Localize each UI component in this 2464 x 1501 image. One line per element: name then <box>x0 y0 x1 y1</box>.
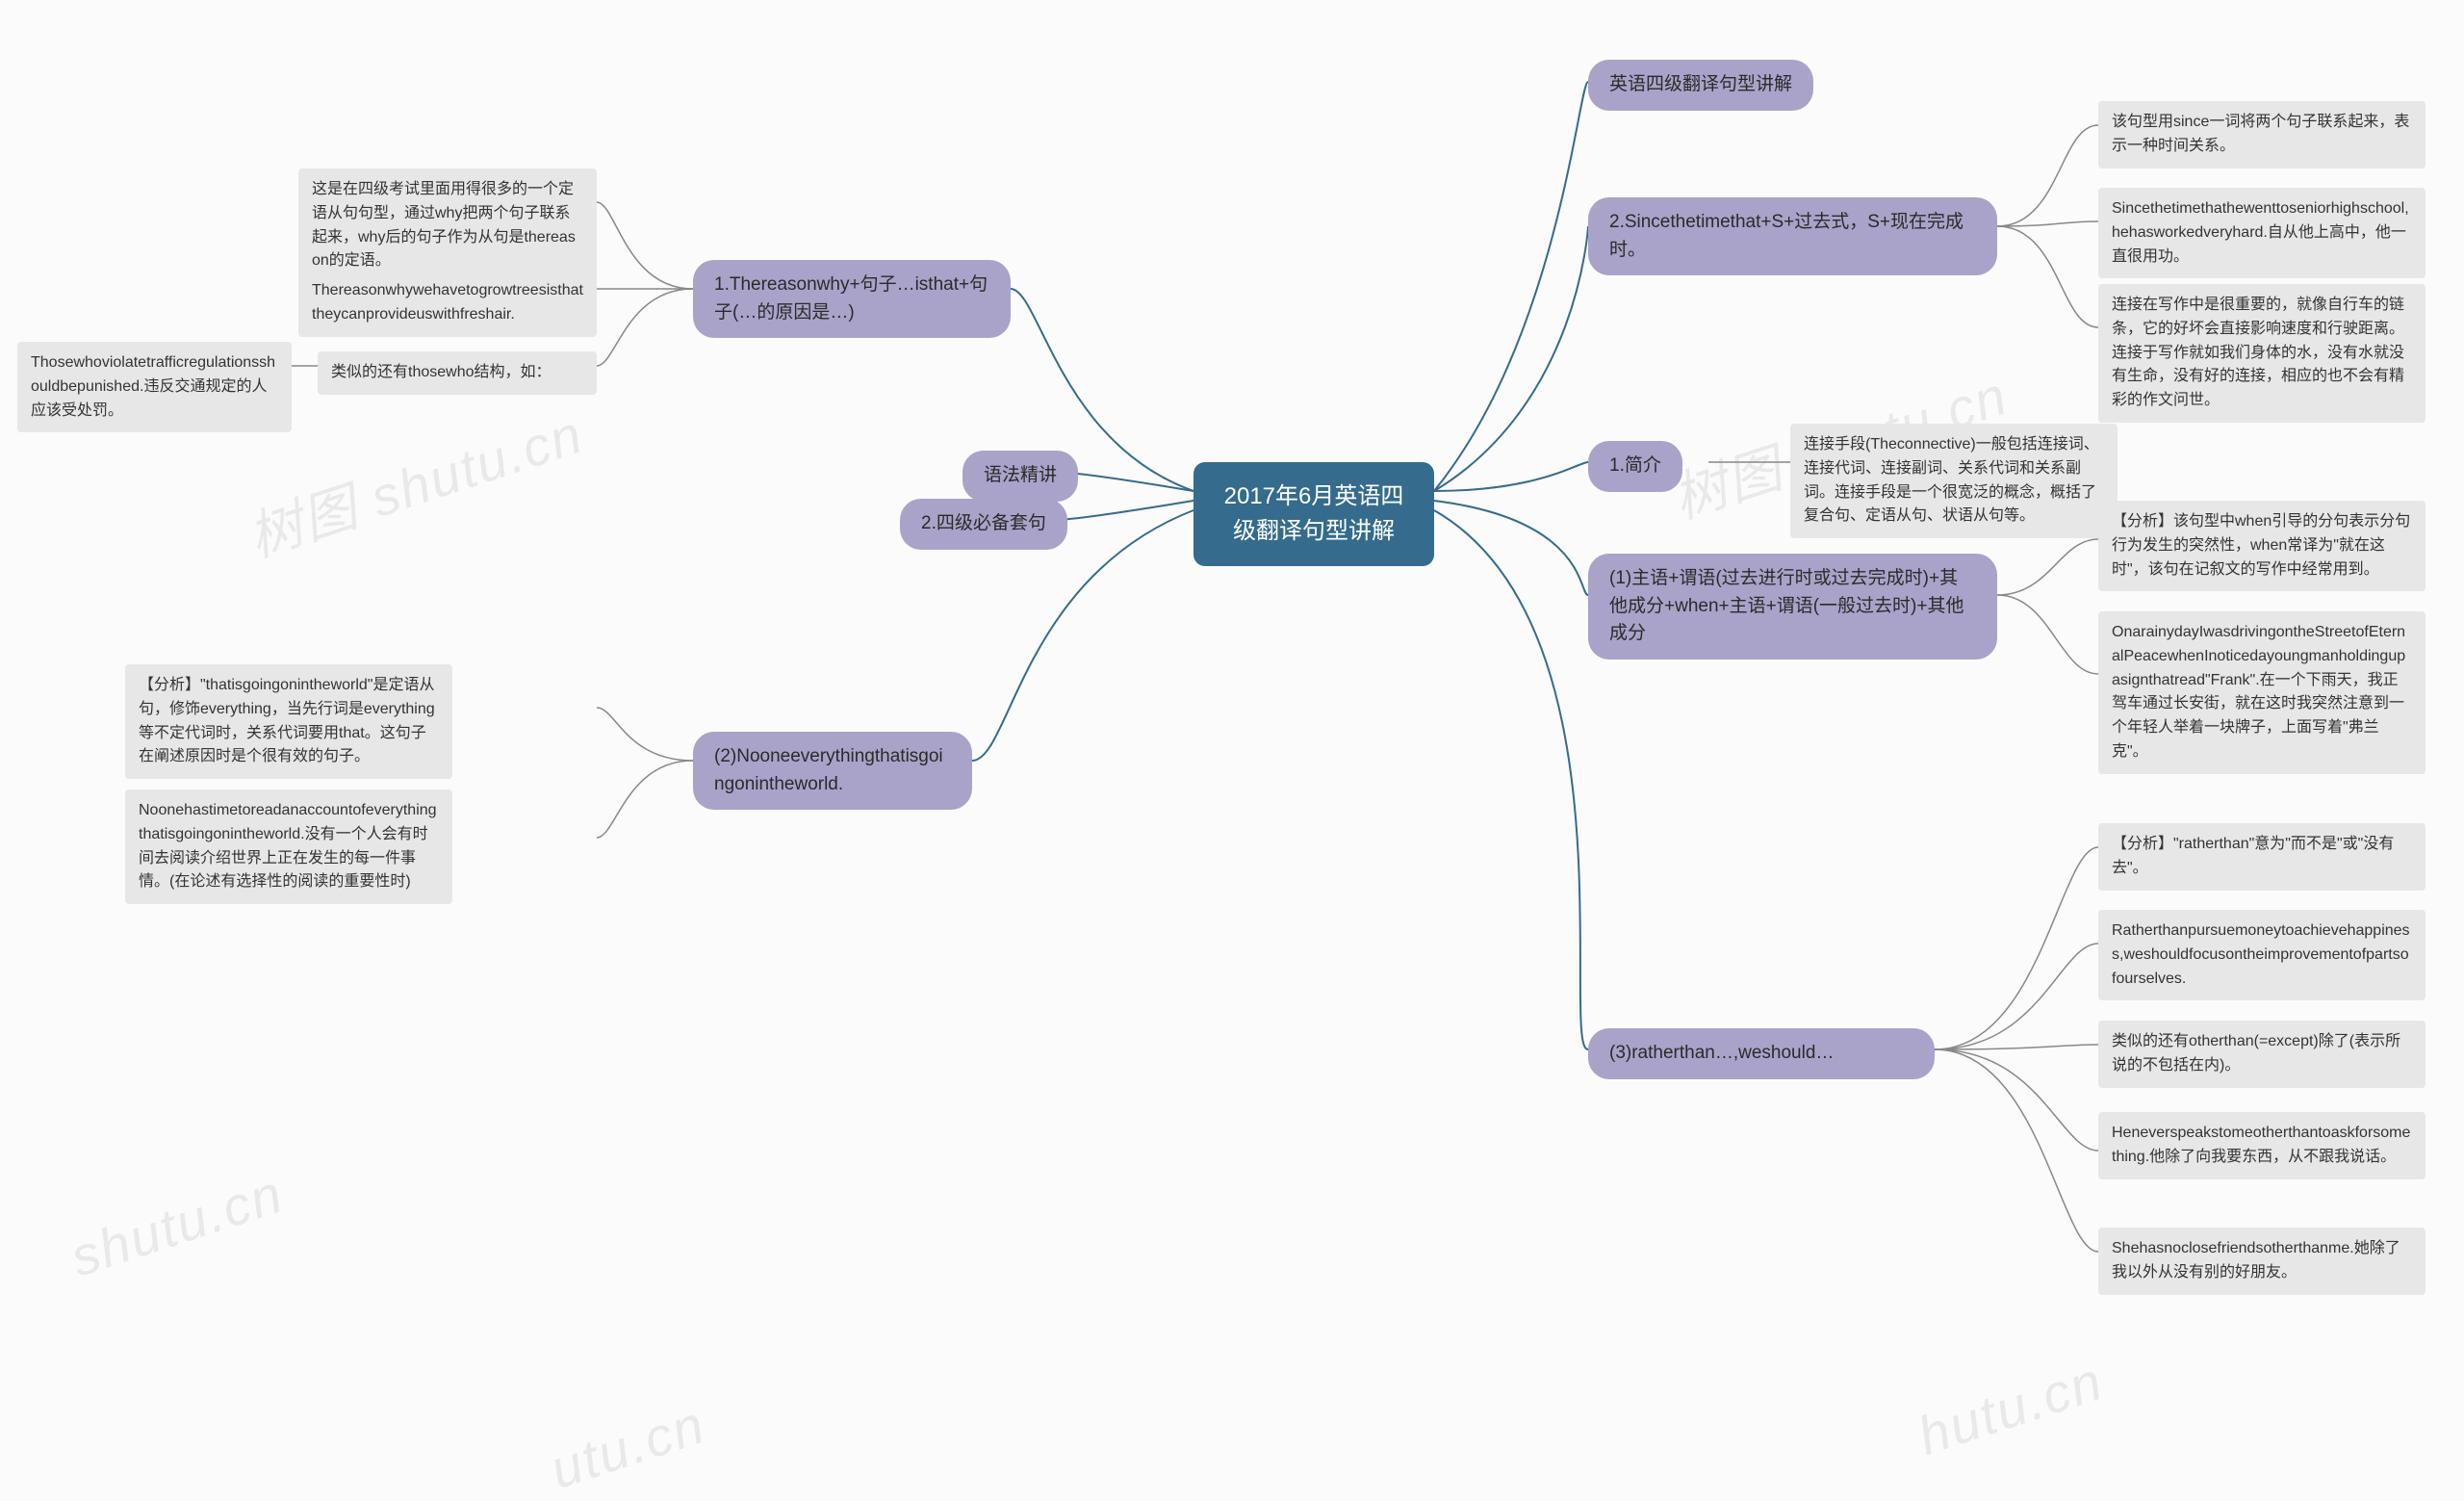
leaf-r4-1: Ratherthanpursuemoneytoachievehappiness,… <box>2098 910 2426 1000</box>
watermark-5: utu.cn <box>543 1392 713 1501</box>
leaf-l0-sub-label: 类似的还有thosewho结构，如： <box>318 351 597 395</box>
watermark-4: hutu.cn <box>1911 1349 2111 1467</box>
leaf-r3-0: 【分析】该句型中when引导的分句表示分句行为发生的突然性，when常译为"就在… <box>2098 501 2426 591</box>
leaf-r4-3: Heneverspeakstomeotherthantoaskforsometh… <box>2098 1112 2426 1179</box>
leaf-r4-0: 【分析】"ratherthan"意为"而不是"或"没有去"。 <box>2098 823 2426 891</box>
branch-r4[interactable]: (3)ratherthan…,weshould… <box>1588 1028 1935 1079</box>
leaf-l3-1: Noonehastimetoreadanaccountofeverythingt… <box>125 789 452 904</box>
branch-r1[interactable]: 2.Sincethetimethat+S+过去式，S+现在完成时。 <box>1588 197 1997 275</box>
root-node[interactable]: 2017年6月英语四级翻译句型讲解 <box>1194 462 1434 566</box>
leaf-r2-0: 连接手段(Theconnective)一般包括连接词、连接代词、连接副词、关系代… <box>1790 424 2118 538</box>
leaf-r4-2: 类似的还有otherthan(=except)除了(表示所说的不包括在内)。 <box>2098 1021 2426 1088</box>
branch-l1[interactable]: 语法精讲 <box>962 451 1078 502</box>
leaf-r1-1: Sincethetimethathewenttoseniorhighschool… <box>2098 188 2426 278</box>
leaf-l0-0: 这是在四级考试里面用得很多的一个定语从句句型，通过why把两个句子联系起来，wh… <box>298 168 597 283</box>
branch-l2[interactable]: 2.四级必备套句 <box>900 499 1067 550</box>
leaf-r4-4: Shehasnoclosefriendsotherthanme.她除了我以外从没… <box>2098 1228 2426 1295</box>
branch-l0[interactable]: 1.Thereasonwhy+句子…isthat+句子(…的原因是…) <box>693 260 1011 338</box>
leaf-r3-1: OnarainydayIwasdrivingontheStreetofEtern… <box>2098 611 2426 774</box>
leaf-l0-sub-leaf: Thosewhoviolatetrafficregulationsshouldb… <box>17 342 292 432</box>
branch-r3[interactable]: (1)主语+谓语(过去进行时或过去完成时)+其他成分+when+主语+谓语(一般… <box>1588 554 1997 660</box>
branch-r0[interactable]: 英语四级翻译句型讲解 <box>1588 60 1813 111</box>
leaf-l3-0: 【分析】"thatisgoingonintheworld"是定语从句，修饰eve… <box>125 664 452 779</box>
branch-r2[interactable]: 1.简介 <box>1588 441 1682 492</box>
leaf-l0-1: Thereasonwhywehavetogrowtreesisthattheyc… <box>298 270 597 337</box>
watermark-3: shutu.cn <box>64 1161 292 1288</box>
leaf-r1-2: 连接在写作中是很重要的，就像自行车的链条，它的好坏会直接影响速度和行驶距离。连接… <box>2098 284 2426 423</box>
leaf-r1-0: 该句型用since一词将两个句子联系起来，表示一种时间关系。 <box>2098 101 2426 168</box>
branch-l3[interactable]: (2)Nooneeverythingthatisgoingonintheworl… <box>693 732 972 810</box>
